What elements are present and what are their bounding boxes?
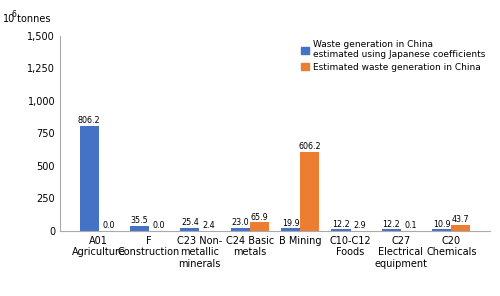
Text: 2.9: 2.9 xyxy=(354,221,366,230)
Bar xyxy=(80,126,98,231)
Bar xyxy=(300,152,320,231)
Bar xyxy=(250,222,269,231)
Text: 23.0: 23.0 xyxy=(232,218,249,227)
Bar xyxy=(130,226,149,231)
Legend: Waste generation in China
estimated using Japanese coefficients, Estimated waste: Waste generation in China estimated usin… xyxy=(302,40,486,72)
Text: 806.2: 806.2 xyxy=(78,116,100,125)
Text: 65.9: 65.9 xyxy=(250,213,268,221)
Bar xyxy=(281,228,300,231)
Text: 35.5: 35.5 xyxy=(130,216,148,226)
Text: 6: 6 xyxy=(11,10,16,19)
Text: 2.4: 2.4 xyxy=(202,221,215,230)
Bar xyxy=(382,229,401,231)
Text: 10: 10 xyxy=(2,14,15,24)
Text: 0.0: 0.0 xyxy=(152,221,165,230)
Bar xyxy=(180,228,200,231)
Text: 0.1: 0.1 xyxy=(404,221,417,230)
Text: 10.9: 10.9 xyxy=(433,220,450,229)
Bar xyxy=(332,229,350,231)
Bar xyxy=(230,228,250,231)
Bar xyxy=(432,229,452,231)
Text: 0.0: 0.0 xyxy=(102,221,115,230)
Text: 25.4: 25.4 xyxy=(181,218,198,227)
Bar xyxy=(452,225,470,231)
Text: 43.7: 43.7 xyxy=(452,215,469,224)
Text: 19.9: 19.9 xyxy=(282,218,300,228)
Text: 606.2: 606.2 xyxy=(298,142,321,151)
Text: 12.2: 12.2 xyxy=(332,220,350,229)
Text: tonnes: tonnes xyxy=(14,14,51,24)
Text: 12.2: 12.2 xyxy=(382,220,400,229)
